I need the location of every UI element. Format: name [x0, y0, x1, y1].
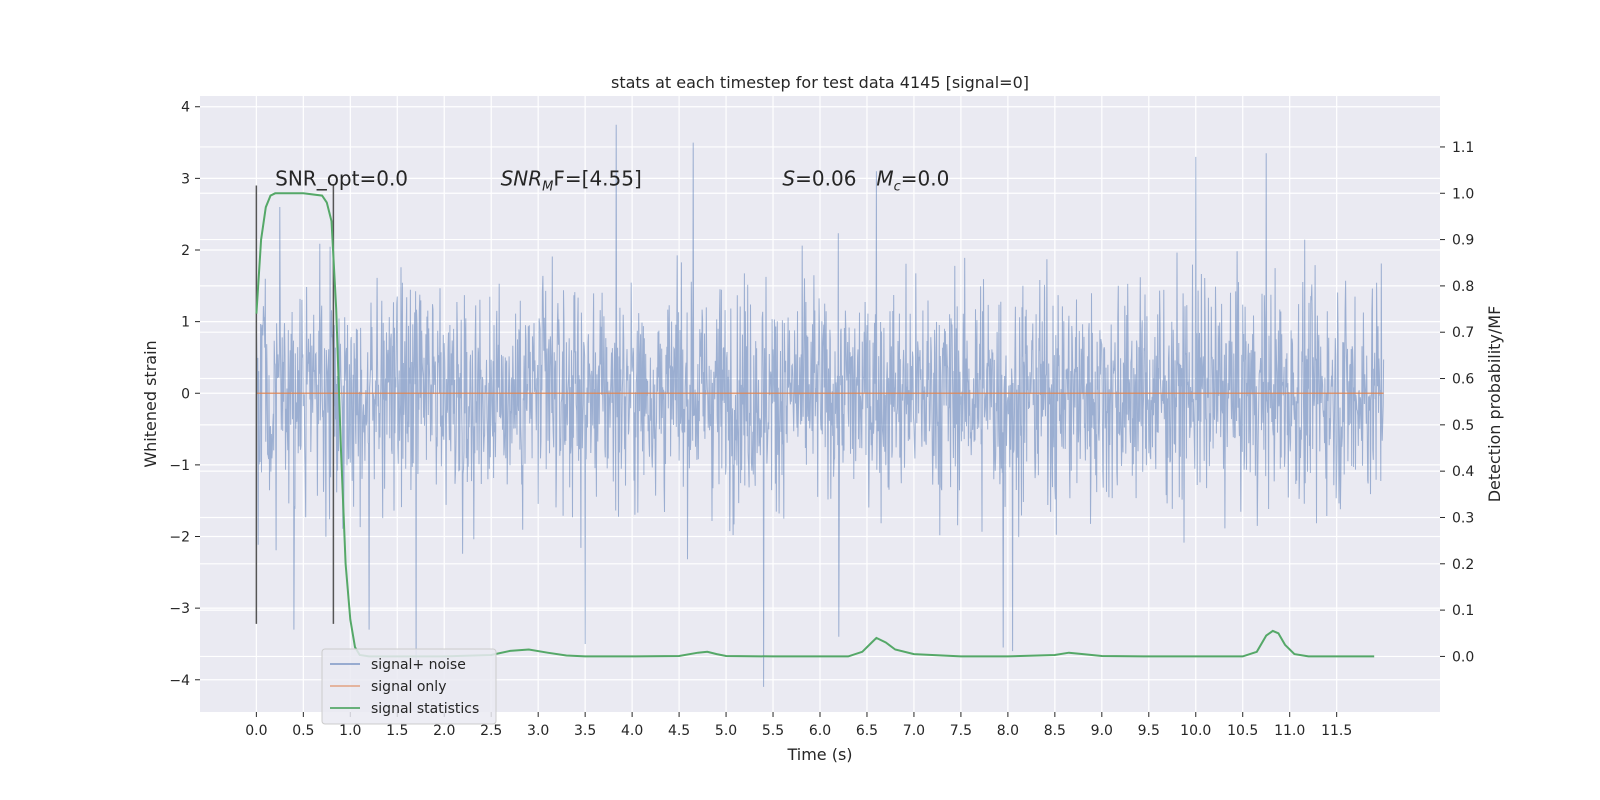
annotation-symbol: M — [876, 166, 893, 190]
x-tick-label: 1.5 — [386, 723, 408, 739]
annotation-value: =0.0 — [901, 166, 950, 190]
y-axis-label: Whitened strain — [141, 340, 160, 467]
x-tick-label: 11.0 — [1274, 723, 1305, 739]
legend-label: signal only — [371, 679, 446, 695]
x-tick-label: 5.5 — [762, 723, 784, 739]
x-tick-label: 6.0 — [809, 723, 831, 739]
x-tick-label: 2.5 — [480, 723, 502, 739]
legend-label: signal statistics — [371, 701, 479, 717]
y2-tick-label: 0.4 — [1452, 464, 1474, 480]
y2-tick-label: 0.8 — [1452, 279, 1474, 295]
x-tick-label: 10.0 — [1180, 723, 1211, 739]
annotation-value: F=[4.55] — [553, 166, 641, 190]
x-tick-label: 10.5 — [1227, 723, 1258, 739]
x-tick-label: 0.0 — [245, 723, 267, 739]
annotation-subscript: M — [542, 179, 553, 194]
x-tick-label: 3.5 — [574, 723, 596, 739]
annotation: SNRMF=[4.55] — [501, 166, 642, 194]
signal-plus-noise-line — [255, 124, 1385, 687]
signal-plus-noise-series — [255, 124, 1385, 687]
annotation: Mc=0.0 — [876, 166, 949, 194]
y-tick-label: −1 — [169, 458, 190, 474]
annotation: S=0.06 — [782, 166, 856, 190]
x-tick-label: 3.0 — [527, 723, 549, 739]
legend-label: signal+ noise — [371, 657, 466, 673]
x-tick-label: 2.0 — [433, 723, 455, 739]
y2-tick-label: 0.6 — [1452, 372, 1474, 388]
y-tick-label: 0 — [181, 386, 190, 402]
x-tick-label: 8.5 — [1044, 723, 1066, 739]
annotation-symbol: S — [782, 166, 795, 190]
legend-box — [321, 648, 497, 725]
x-axis-label: Time (s) — [786, 745, 852, 764]
y2-tick-label: 0.9 — [1452, 233, 1474, 249]
x-tick-label: 6.5 — [856, 723, 878, 739]
legend: signal+ noise signal only signal statistic… — [321, 648, 497, 725]
y2-axis-label: Detection probability/MF — [1485, 306, 1504, 503]
y-axis-left: −4 −3 −2 −1 0 1 2 3 4 — [169, 100, 200, 689]
y-tick-label: 1 — [181, 315, 190, 331]
x-tick-label: 9.5 — [1138, 723, 1160, 739]
annotation-subscript: c — [894, 179, 901, 194]
x-tick-label: 8.0 — [997, 723, 1019, 739]
y2-tick-label: 0.5 — [1452, 418, 1474, 434]
y-tick-label: 4 — [181, 100, 190, 116]
annotations: SNR_opt=0.0 SNRMF=[4.55] S=0.06 Mc=0.0 — [275, 166, 949, 194]
x-tick-label: 11.5 — [1321, 723, 1352, 739]
y2-tick-label: 0.3 — [1452, 510, 1474, 526]
signal-statistics-series — [255, 192, 1375, 658]
chart-title: stats at each timestep for test data 414… — [611, 73, 1029, 92]
y2-tick-label: 0.1 — [1452, 603, 1474, 619]
y2-tick-label: 0.7 — [1452, 325, 1474, 341]
x-tick-label: 4.0 — [621, 723, 643, 739]
x-tick-label: 1.0 — [339, 723, 361, 739]
signal-statistics-line — [255, 192, 1375, 658]
x-tick-label: 4.5 — [668, 723, 690, 739]
x-tick-label: 7.5 — [950, 723, 972, 739]
y2-tick-label: 0.2 — [1452, 557, 1474, 573]
y2-tick-label: 1.0 — [1452, 186, 1474, 202]
y-tick-label: 3 — [181, 171, 190, 187]
y2-tick-label: 1.1 — [1452, 140, 1474, 156]
x-tick-label: 9.0 — [1091, 723, 1113, 739]
y-axis-right: 0.0 0.1 0.2 0.3 0.4 0.5 0.6 0.7 0.8 0.9 1.0 1.1 — [1440, 140, 1474, 665]
annotation-symbol: SNR — [501, 166, 543, 190]
annotation-value: =0.06 — [795, 166, 856, 190]
x-tick-label: 0.5 — [292, 723, 314, 739]
y-tick-label: −2 — [169, 530, 190, 546]
x-tick-label: 7.0 — [903, 723, 925, 739]
annotation: SNR_opt=0.0 — [275, 166, 408, 190]
y-tick-label: 2 — [181, 243, 190, 259]
x-axis: 0.0 0.5 1.0 1.5 2.0 2.5 3.0 3.5 4.0 4.5 5.0 5.5 6.0 6… — [245, 712, 1352, 739]
y-tick-label: −4 — [169, 673, 190, 689]
y-tick-label: −3 — [169, 601, 190, 617]
x-tick-label: 5.0 — [715, 723, 737, 739]
y2-tick-label: 0.0 — [1452, 649, 1474, 665]
